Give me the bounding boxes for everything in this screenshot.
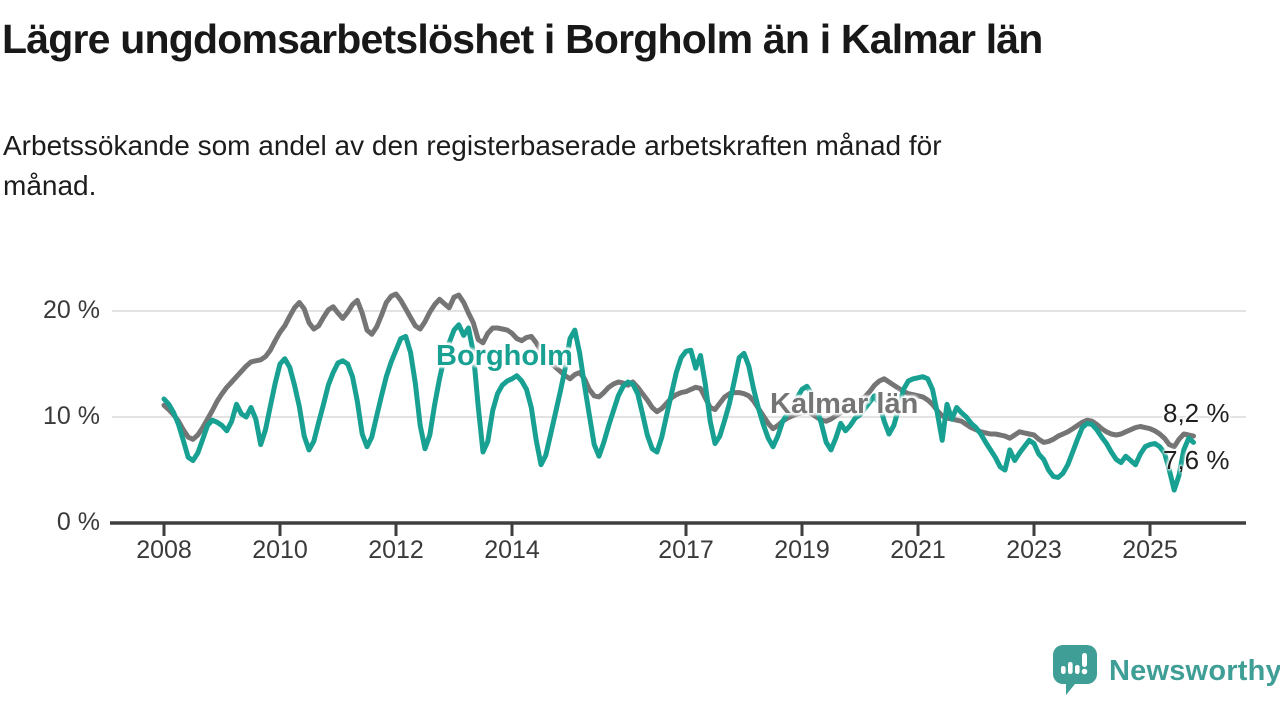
x-tick-label: 2017 [658, 536, 714, 564]
end-value-kalmar-lan: 8,2 % [1163, 398, 1230, 428]
newsworthy-icon [1053, 645, 1097, 695]
series-label-borgholm: Borgholm [436, 340, 573, 372]
x-tick-label: 2014 [484, 536, 540, 564]
x-tick-label: 2023 [1006, 536, 1062, 564]
series-lines [161, 291, 1196, 493]
end-value-borgholm: 7,6 % [1163, 445, 1230, 475]
x-tick-label: 2021 [890, 536, 946, 564]
line-kalmar-lan [161, 291, 1196, 450]
subtitle-line-1: Arbetssökande som andel av den registerb… [3, 130, 942, 161]
x-tick-label: 2025 [1122, 536, 1178, 564]
x-tick-label: 2010 [252, 536, 308, 564]
x-axis-tick-marks [162, 524, 1152, 536]
newsworthy-wordmark: Newsworthy [1109, 654, 1280, 687]
newsworthy-logo[interactable]: Newsworthy [1052, 644, 1280, 698]
x-tick-label: 2019 [774, 536, 830, 564]
y-axis-label-10: 10 % [43, 402, 100, 430]
y-axis-label-0: 0 % [56, 508, 100, 536]
y-axis-label-20: 20 % [43, 296, 100, 324]
series-label-kalmar-lan: Kalmar län [770, 388, 919, 420]
x-tick-label: 2012 [368, 536, 424, 564]
x-tick-label: 2008 [136, 536, 192, 564]
page-title: Lägre ungdomsarbetslöshet i Borgholm än … [2, 16, 1043, 62]
line-borgholm [161, 322, 1196, 493]
chart-subtitle: Arbetssökande som andel av den registerb… [3, 126, 1223, 206]
subtitle-line-2: månad. [3, 170, 97, 201]
